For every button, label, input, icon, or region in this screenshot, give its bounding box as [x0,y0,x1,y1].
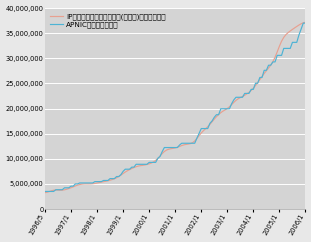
APNICからの割り振り [206,127,210,130]
IPアドレス管理指定事業者(旧会員)への割り振り [304,21,307,24]
IPアドレス管理指定事業者(旧会員)への割り振り [104,180,108,183]
APNICからの割り振り [219,107,223,110]
APNICからの割り振り [301,22,305,25]
IPアドレス管理指定事業者(旧会員)への割り振り [69,186,73,189]
IPアドレス管理指定事業者(旧会員)への割り振り [206,125,210,128]
APNICからの割り振り [69,185,73,188]
IPアドレス管理指定事業者(旧会員)への割り振り [219,111,223,114]
IPアドレス管理指定事業者(旧会員)への割り振り [154,159,158,162]
APNICからの割り振り [104,179,108,182]
Line: IPアドレス管理指定事業者(旧会員)への割り振り: IPアドレス管理指定事業者(旧会員)への割り振り [45,22,305,193]
APNICからの割り振り [286,47,290,50]
IPアドレス管理指定事業者(旧会員)への割り振り [43,191,47,194]
Line: APNICからの割り振り: APNICからの割り振り [45,23,305,191]
APNICからの割り振り [154,161,158,164]
IPアドレス管理指定事業者(旧会員)への割り振り [286,31,290,34]
APNICからの割り振り [304,22,307,25]
Legend: IPアドレス管理指定事業者(旧会員)への割り振り, APNICからの割り振り: IPアドレス管理指定事業者(旧会員)への割り振り, APNICからの割り振り [49,12,167,30]
APNICからの割り振り [43,190,47,193]
